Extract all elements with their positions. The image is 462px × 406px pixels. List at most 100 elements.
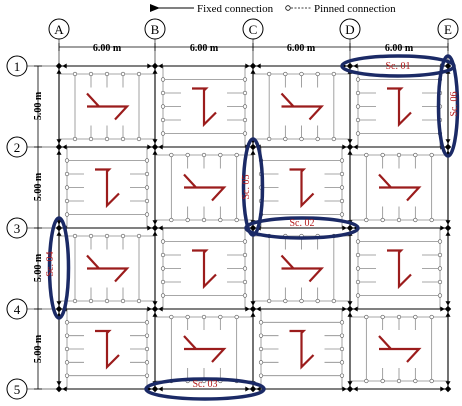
- span-direction-layer: [84, 87, 422, 370]
- fixed-connection-icon: [445, 231, 451, 236]
- node-A2: [55, 139, 67, 155]
- pinned-joint: [88, 136, 94, 142]
- pinned-joint: [315, 136, 320, 142]
- bay-BC-34-span-direction-icon: [181, 249, 227, 290]
- span-direction-stroke: [95, 329, 120, 370]
- scenario-05-label: Sc. 05: [241, 175, 252, 200]
- pinned-joint: [160, 293, 166, 298]
- pinned-joint: [144, 198, 150, 204]
- pinned-joint: [144, 212, 150, 217]
- span-direction-stroke: [95, 168, 120, 209]
- pinned-joint: [144, 333, 150, 338]
- span-direction-stroke: [183, 173, 227, 202]
- scenario-06: Sc. 06: [436, 54, 460, 158]
- node-B4: [147, 301, 163, 317]
- pinned-joint: [218, 314, 223, 320]
- pinned-joint: [136, 233, 142, 239]
- fixed-connection-icon: [147, 306, 152, 312]
- scenario-06-label: Sc. 06: [449, 92, 460, 117]
- bay-height-label-45: 5.00 m: [33, 334, 44, 363]
- pinned-joint: [267, 298, 272, 304]
- pinned-joint: [437, 239, 443, 244]
- node-E5: [440, 381, 452, 393]
- node-B3: [147, 220, 163, 236]
- pinned-joint: [355, 252, 361, 258]
- pinned-joint: [136, 298, 142, 304]
- pinned-joint: [258, 360, 264, 365]
- pinned-joint: [355, 239, 361, 244]
- span-direction-stroke: [183, 335, 227, 363]
- fixed-connection-icon: [353, 386, 358, 392]
- fixed-connection-icon: [347, 301, 353, 306]
- pinned-joint: [144, 346, 150, 352]
- node-C1: [245, 62, 261, 74]
- pinned-joint: [64, 320, 70, 325]
- pinned-joint: [144, 185, 150, 190]
- row-grid-labels: 1 2 3 4 5: [6, 55, 28, 400]
- grid-bubble-A: A: [48, 18, 70, 40]
- fixed-connection-label: Fixed connection: [197, 3, 274, 15]
- bay-BC-23-span-direction-icon: [181, 168, 227, 207]
- grid-label-3: 3: [14, 221, 21, 236]
- pinned-joint: [258, 333, 264, 338]
- pinned-joint: [64, 158, 70, 163]
- column-icon: [346, 305, 354, 313]
- pinned-joint: [413, 152, 418, 158]
- pinned-joint: [315, 298, 320, 304]
- pinned-joint: [364, 314, 369, 320]
- span-direction-stroke: [378, 335, 422, 363]
- pinned-joint: [437, 293, 443, 298]
- column-icon: [346, 224, 354, 232]
- bay-height-label-23: 5.00 m: [33, 172, 44, 201]
- grid-bubble-E: E: [437, 18, 459, 40]
- grid-label-D: D: [345, 22, 354, 37]
- pinned-joint: [339, 373, 345, 378]
- pinned-joint: [160, 90, 166, 96]
- grid-bubble-3: 3: [6, 217, 28, 239]
- pinned-joint: [185, 152, 190, 158]
- column-icon: [55, 385, 63, 393]
- column-icon: [249, 224, 257, 232]
- pinned-joint: [339, 333, 345, 338]
- pinned-joint: [355, 279, 361, 285]
- pinned-joint: [331, 298, 336, 304]
- fixed-connection-icon: [256, 386, 261, 392]
- bay-DE-23-span-direction-icon: [376, 168, 422, 207]
- bay-AB-45-span-direction-icon: [84, 329, 130, 370]
- scenario-01-label: Sc. 01: [386, 61, 411, 72]
- pinned-joint: [355, 104, 361, 109]
- bay-DE-34-joists: [355, 228, 443, 309]
- dimension-layer: [27, 39, 449, 390]
- scenario-02: Sc. 02: [244, 216, 360, 240]
- pinned-joint: [234, 152, 239, 158]
- column-icon: [444, 305, 452, 313]
- pinned-joint: [120, 136, 126, 142]
- span-direction-stroke: [86, 254, 130, 283]
- grid-bubble-2: 2: [6, 136, 28, 158]
- fixed-connection-icon: [158, 386, 163, 392]
- fixed-connection-icon: [56, 220, 62, 225]
- pinned-joint: [234, 314, 239, 320]
- pinned-joint: [169, 152, 174, 158]
- bay-CD-23-span-direction-icon: [278, 168, 325, 209]
- pinned-joint: [185, 217, 190, 223]
- pinned-joint: [104, 136, 110, 142]
- pinned-joint: [339, 158, 345, 163]
- fixed-connection-icon: [245, 306, 250, 312]
- column-icon: [444, 143, 452, 151]
- pinned-joint: [120, 298, 126, 304]
- pinned-joint: [201, 314, 207, 320]
- fixed-connection-icon: [342, 225, 347, 231]
- fixed-connection-icon: [353, 144, 358, 150]
- pinned-joint: [242, 279, 248, 285]
- column-icon: [55, 62, 63, 70]
- fixed-connection-icon: [250, 301, 256, 306]
- bay-CD-12-span-direction-icon: [278, 87, 325, 126]
- span-direction-stroke: [289, 329, 315, 370]
- fixed-connection-icon: [445, 312, 451, 317]
- pinned-joint: [380, 152, 385, 158]
- pinned-joint: [283, 136, 288, 142]
- pinned-joint: [242, 104, 248, 109]
- pinned-joint: [396, 152, 402, 158]
- fixed-connection-icon: [445, 301, 451, 306]
